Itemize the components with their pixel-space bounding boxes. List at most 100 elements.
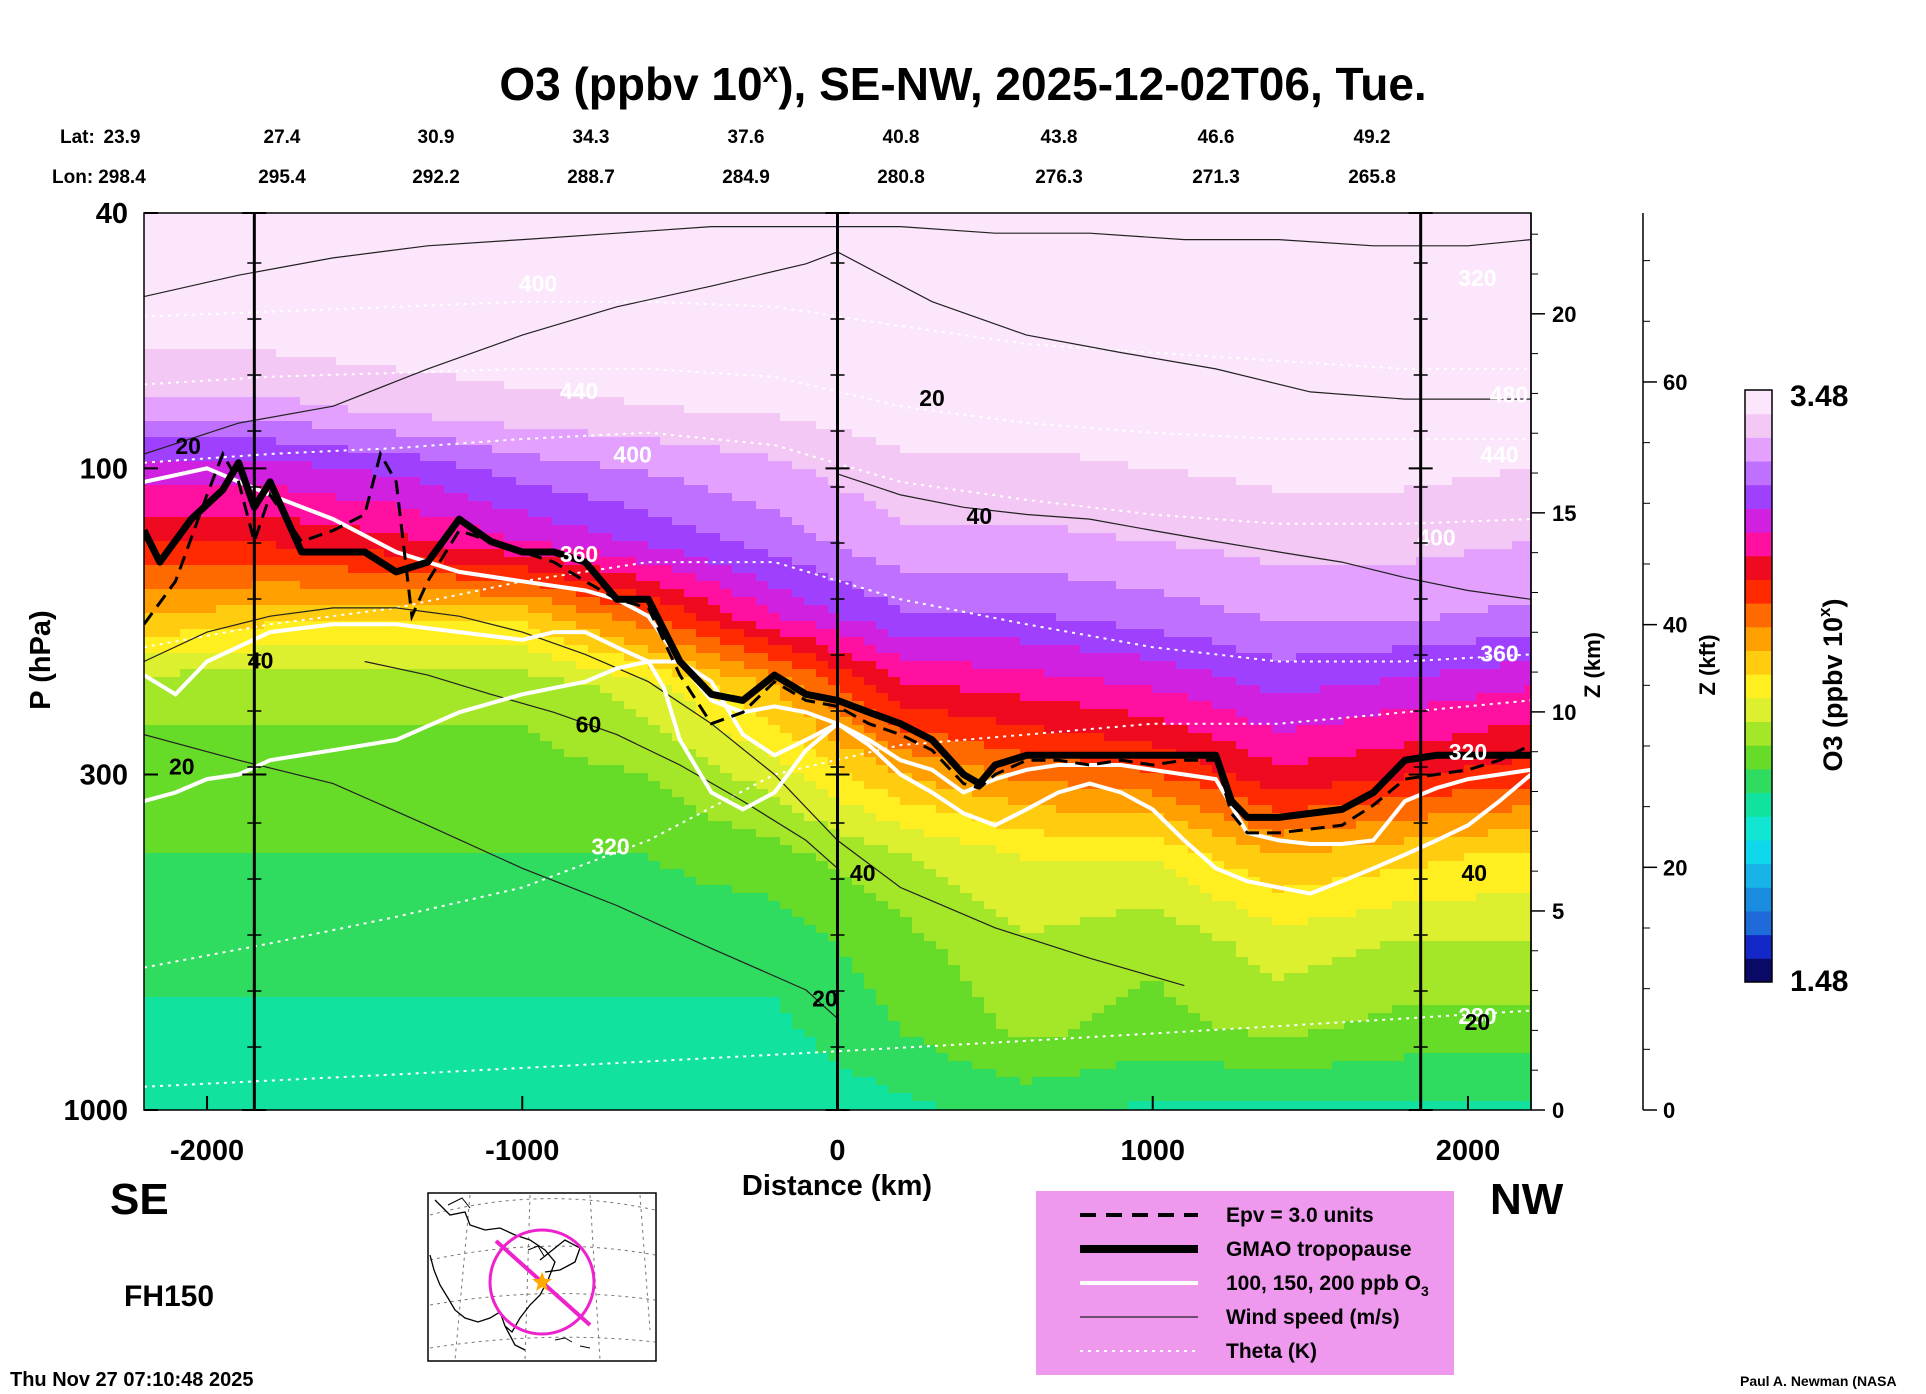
heatmap-cell xyxy=(180,813,193,822)
heatmap-cell xyxy=(300,909,313,918)
heatmap-cell xyxy=(180,965,193,974)
heatmap-cell xyxy=(660,733,673,742)
heatmap-cell xyxy=(576,1021,589,1030)
heatmap-cell xyxy=(300,981,313,990)
heatmap-cell xyxy=(240,469,253,478)
heatmap-cell xyxy=(492,1061,505,1070)
heatmap-cell xyxy=(192,533,205,542)
heatmap-cell xyxy=(144,1093,157,1102)
heatmap-cell xyxy=(240,237,253,246)
heatmap-cell xyxy=(492,581,505,590)
heatmap-cell xyxy=(180,429,193,438)
heatmap-cell xyxy=(600,1061,613,1070)
heatmap-cell xyxy=(180,709,193,718)
heatmap-cell xyxy=(576,949,589,958)
heatmap-cell xyxy=(336,357,349,366)
heatmap-cell xyxy=(192,1037,205,1046)
heatmap-cell xyxy=(456,877,469,886)
heatmap-cell xyxy=(276,341,289,350)
heatmap-cell xyxy=(288,509,301,518)
heatmap-cell xyxy=(432,1093,445,1102)
heatmap-cell xyxy=(660,773,673,782)
heatmap-cell xyxy=(252,285,265,294)
heatmap-cell xyxy=(624,853,637,862)
heatmap-cell xyxy=(144,677,157,686)
heatmap-cell xyxy=(480,253,493,262)
heatmap-cell xyxy=(492,1101,505,1110)
heatmap-cell xyxy=(408,1029,421,1038)
heatmap-cell xyxy=(396,397,409,406)
heatmap-cell xyxy=(144,597,157,606)
heatmap-cell xyxy=(444,237,457,246)
heatmap-cell xyxy=(636,781,649,790)
heatmap-cell xyxy=(264,389,277,398)
heatmap-cell xyxy=(264,605,277,614)
heatmap-cell xyxy=(576,293,589,302)
heatmap-cell xyxy=(540,813,553,822)
heatmap-cell xyxy=(300,1005,313,1014)
heatmap-cell xyxy=(228,821,241,830)
heatmap-cell xyxy=(444,741,457,750)
heatmap-cell xyxy=(660,533,673,542)
heatmap-cell xyxy=(300,997,313,1006)
heatmap-cell xyxy=(600,965,613,974)
heatmap-cell xyxy=(156,565,169,574)
heatmap-cell xyxy=(168,453,181,462)
heatmap-cell xyxy=(192,773,205,782)
heatmap-cell xyxy=(408,493,421,502)
heatmap-cell xyxy=(648,989,661,998)
heatmap-cell xyxy=(288,1013,301,1022)
heatmap-cell xyxy=(444,941,457,950)
heatmap-cell xyxy=(528,581,541,590)
heatmap-cell xyxy=(444,773,457,782)
heatmap-cell xyxy=(600,661,613,670)
heatmap-cell xyxy=(444,837,457,846)
heatmap-cell xyxy=(576,565,589,574)
heatmap-cell xyxy=(612,1005,625,1014)
heatmap-cell xyxy=(300,781,313,790)
heatmap-cell xyxy=(276,797,289,806)
heatmap-cell xyxy=(384,893,397,902)
heatmap-cell xyxy=(312,269,325,278)
heatmap-cell xyxy=(636,357,649,366)
heatmap-cell xyxy=(420,973,433,982)
heatmap-cell xyxy=(216,693,229,702)
heatmap-cell xyxy=(516,605,529,614)
heatmap-cell xyxy=(468,1029,481,1038)
heatmap-cell xyxy=(516,917,529,926)
heatmap-cell xyxy=(360,285,373,294)
heatmap-cell xyxy=(528,349,541,358)
heatmap-cell xyxy=(360,981,373,990)
heatmap-cell xyxy=(468,213,481,222)
heatmap-cell xyxy=(600,949,613,958)
heatmap-cell xyxy=(576,781,589,790)
heatmap-cell xyxy=(180,741,193,750)
heatmap-cell xyxy=(600,1069,613,1078)
heatmap-cell xyxy=(564,397,577,406)
heatmap-cell xyxy=(624,565,637,574)
heatmap-cell xyxy=(516,533,529,542)
heatmap-cell xyxy=(252,565,265,574)
heatmap-cell xyxy=(240,1085,253,1094)
heatmap-cell xyxy=(612,1021,625,1030)
heatmap-cell xyxy=(516,389,529,398)
heatmap-cell xyxy=(456,549,469,558)
heatmap-cell xyxy=(420,733,433,742)
heatmap-cell xyxy=(180,973,193,982)
heatmap-cell xyxy=(432,509,445,518)
heatmap-cell xyxy=(144,445,157,454)
heatmap-cell xyxy=(240,741,253,750)
heatmap-cell xyxy=(360,917,373,926)
heatmap-cell xyxy=(300,381,313,390)
heatmap-cell xyxy=(588,1013,601,1022)
heatmap-cell xyxy=(420,429,433,438)
heatmap-cell xyxy=(552,853,565,862)
heatmap-cell xyxy=(168,861,181,870)
heatmap-cell xyxy=(660,741,673,750)
heatmap-cell xyxy=(624,421,637,430)
heatmap-cell xyxy=(372,389,385,398)
heatmap-cell xyxy=(504,685,517,694)
heatmap-cell xyxy=(180,797,193,806)
heatmap-cell xyxy=(432,909,445,918)
heatmap-cell xyxy=(492,1093,505,1102)
